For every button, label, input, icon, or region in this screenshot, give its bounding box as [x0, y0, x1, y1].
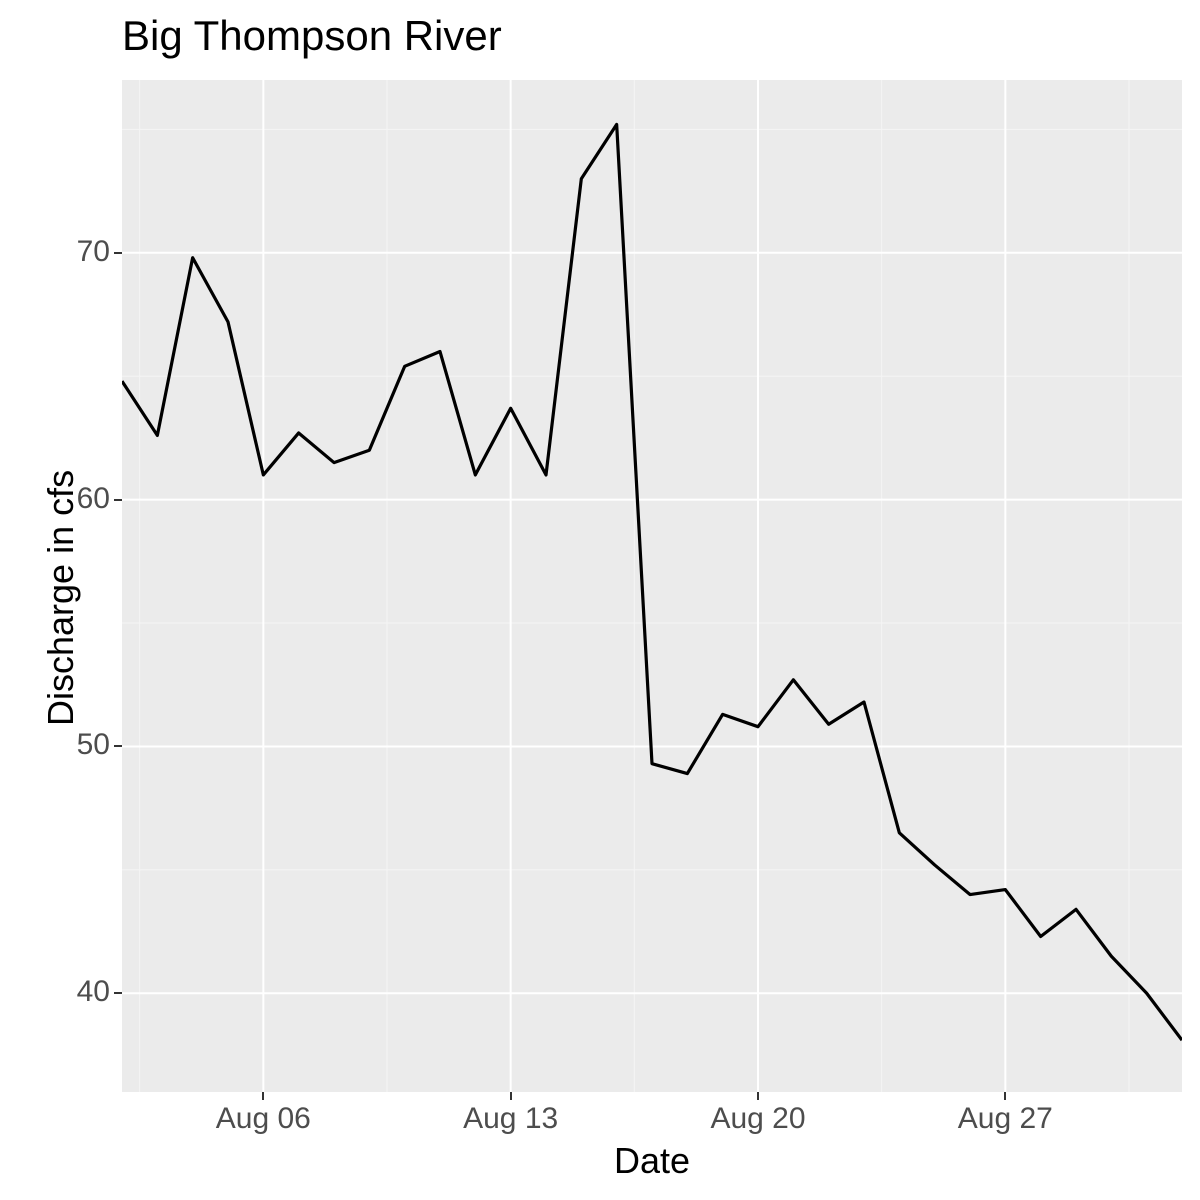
y-tick-mark — [114, 745, 122, 747]
x-tick-mark — [1004, 1092, 1006, 1100]
y-tick-mark — [114, 252, 122, 254]
y-axis-label: Discharge in cfs — [40, 470, 82, 726]
panel-background — [122, 80, 1182, 1092]
y-tick-label: 50 — [77, 728, 110, 762]
y-tick-mark — [114, 992, 122, 994]
x-tick-mark — [510, 1092, 512, 1100]
x-tick-label: Aug 27 — [945, 1102, 1065, 1136]
x-tick-mark — [262, 1092, 264, 1100]
x-tick-mark — [757, 1092, 759, 1100]
x-axis-label: Date — [614, 1140, 690, 1182]
chart-title: Big Thompson River — [122, 12, 502, 60]
x-tick-label: Aug 06 — [203, 1102, 323, 1136]
x-tick-label: Aug 20 — [698, 1102, 818, 1136]
plot-panel — [122, 80, 1182, 1092]
y-tick-mark — [114, 499, 122, 501]
y-tick-label: 40 — [77, 975, 110, 1009]
plot-svg — [122, 80, 1182, 1092]
x-tick-label: Aug 13 — [451, 1102, 571, 1136]
y-tick-label: 70 — [77, 235, 110, 269]
